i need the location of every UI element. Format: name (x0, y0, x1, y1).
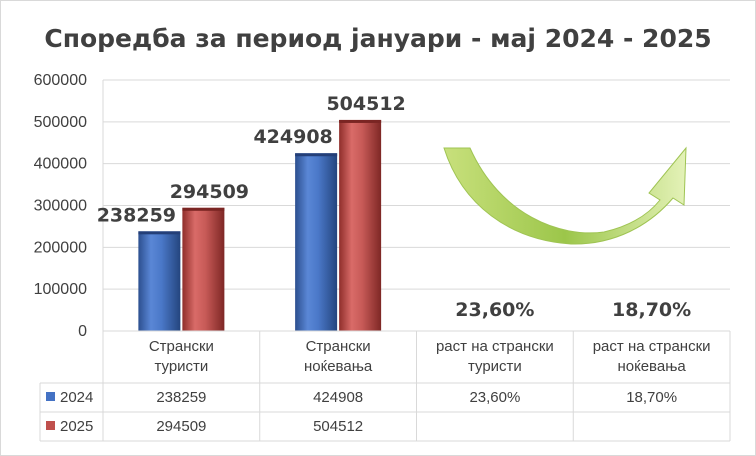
chart-title: Споредба за период јануари - мај 2024 - … (44, 24, 712, 53)
category-label: ноќевања (304, 358, 373, 375)
category-label: туристи (468, 358, 522, 375)
data-label: 424908 (253, 126, 332, 148)
category-label: Странски (306, 338, 371, 355)
y-tick-label: 0 (78, 323, 87, 340)
legend-series-name: 2025 (60, 418, 93, 435)
legend-swatch (46, 421, 55, 430)
data-label: 504512 (326, 93, 405, 115)
growth-arrow-icon (443, 146, 687, 245)
legend-swatch (46, 392, 55, 401)
bar-top-edge (138, 231, 181, 235)
y-tick-label: 100000 (34, 281, 87, 298)
y-tick-label: 300000 (34, 198, 87, 215)
legend-series-name: 2024 (60, 389, 93, 406)
y-tick-label: 600000 (34, 72, 87, 89)
y-tick-label: 500000 (34, 114, 87, 131)
bar (182, 207, 225, 331)
table-cell: 424908 (313, 389, 363, 406)
category-label: раст на странски (593, 338, 711, 355)
table-cell: 18,70% (626, 389, 677, 406)
bar (295, 153, 338, 331)
category-label: раст на странски (436, 338, 554, 355)
table-cell: 238259 (156, 389, 206, 406)
y-tick-label: 400000 (34, 156, 87, 173)
category-label: туристи (154, 358, 208, 375)
growth-label: 18,70% (612, 299, 691, 321)
bar (339, 119, 382, 331)
category-label: ноќевања (618, 358, 687, 375)
growth-label: 23,60% (455, 299, 534, 321)
bar (138, 231, 181, 331)
bar-top-edge (295, 153, 338, 157)
table-cell: 294509 (156, 418, 206, 435)
bar-top-edge (182, 207, 225, 211)
category-label: Странски (149, 338, 214, 355)
data-label: 294509 (170, 181, 249, 203)
data-label: 238259 (97, 204, 176, 226)
table-cell: 504512 (313, 418, 363, 435)
bar-top-edge (339, 119, 382, 123)
y-tick-label: 200000 (34, 239, 87, 256)
table-cell: 23,60% (469, 389, 520, 406)
